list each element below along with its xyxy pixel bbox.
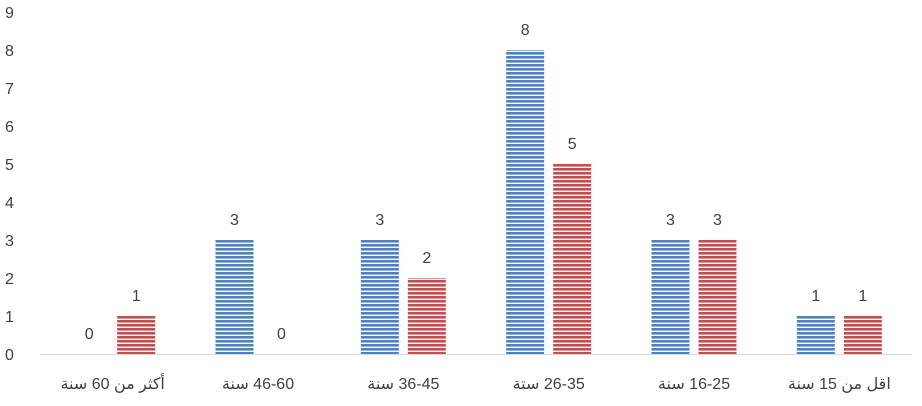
- x-category-label: 36-45 سنة: [367, 376, 439, 393]
- bar-series-1-6: [796, 316, 835, 354]
- data-label-series-2-3: 2: [422, 250, 431, 267]
- y-axis: 0 1 2 3 4 5 6 7 8 9: [5, 5, 14, 364]
- bar-series-2-4: [553, 164, 592, 354]
- bar-series-2-1: [117, 316, 156, 354]
- x-category-label: اقل من 15 سنة: [788, 376, 891, 394]
- bar-series-1-5: [651, 240, 690, 354]
- y-tick-label: 9: [5, 5, 14, 22]
- bar-series-1-2: [215, 240, 254, 354]
- data-label-series-1-4: 8: [521, 22, 530, 39]
- y-tick-label: 6: [5, 119, 14, 136]
- data-label-series-1-5: 3: [666, 212, 675, 229]
- y-tick-label: 2: [5, 271, 14, 288]
- data-label-series-1-2: 3: [230, 212, 239, 229]
- data-labels-group: 0 1 3 0 3 2 8 5 3 3 1 1: [85, 22, 868, 343]
- y-tick-label: 8: [5, 43, 14, 60]
- y-tick-label: 5: [5, 157, 14, 174]
- y-tick-label: 7: [5, 81, 14, 98]
- bars-group: [117, 50, 882, 354]
- data-label-series-2-2: 0: [277, 326, 286, 343]
- x-category-label: 16-25 سنة: [658, 376, 730, 393]
- data-label-series-2-5: 3: [713, 212, 722, 229]
- data-label-series-1-1: 0: [85, 326, 94, 343]
- x-category-label: أكثر من 60 سنة: [60, 373, 164, 394]
- data-label-series-1-6: 1: [811, 288, 820, 305]
- bar-series-2-5: [698, 240, 737, 354]
- y-tick-label: 0: [5, 347, 14, 364]
- bar-series-1-4: [506, 50, 545, 354]
- y-tick-label: 1: [5, 309, 14, 326]
- data-label-series-2-4: 5: [568, 136, 577, 153]
- y-tick-label: 3: [5, 233, 14, 250]
- x-category-label: 26-35 ستة: [513, 376, 585, 393]
- data-label-series-2-6: 1: [858, 288, 867, 305]
- y-tick-label: 4: [5, 195, 14, 212]
- bar-series-1-3: [360, 240, 399, 354]
- bar-series-2-6: [843, 316, 882, 354]
- data-label-series-1-3: 3: [375, 212, 384, 229]
- x-axis: أكثر من 60 سنة 46-60 سنة 36-45 سنة 26-35 ست…: [60, 373, 890, 394]
- data-label-series-2-1: 1: [132, 288, 141, 305]
- bar-series-2-3: [407, 278, 446, 354]
- x-category-label: 46-60 سنة: [222, 376, 294, 393]
